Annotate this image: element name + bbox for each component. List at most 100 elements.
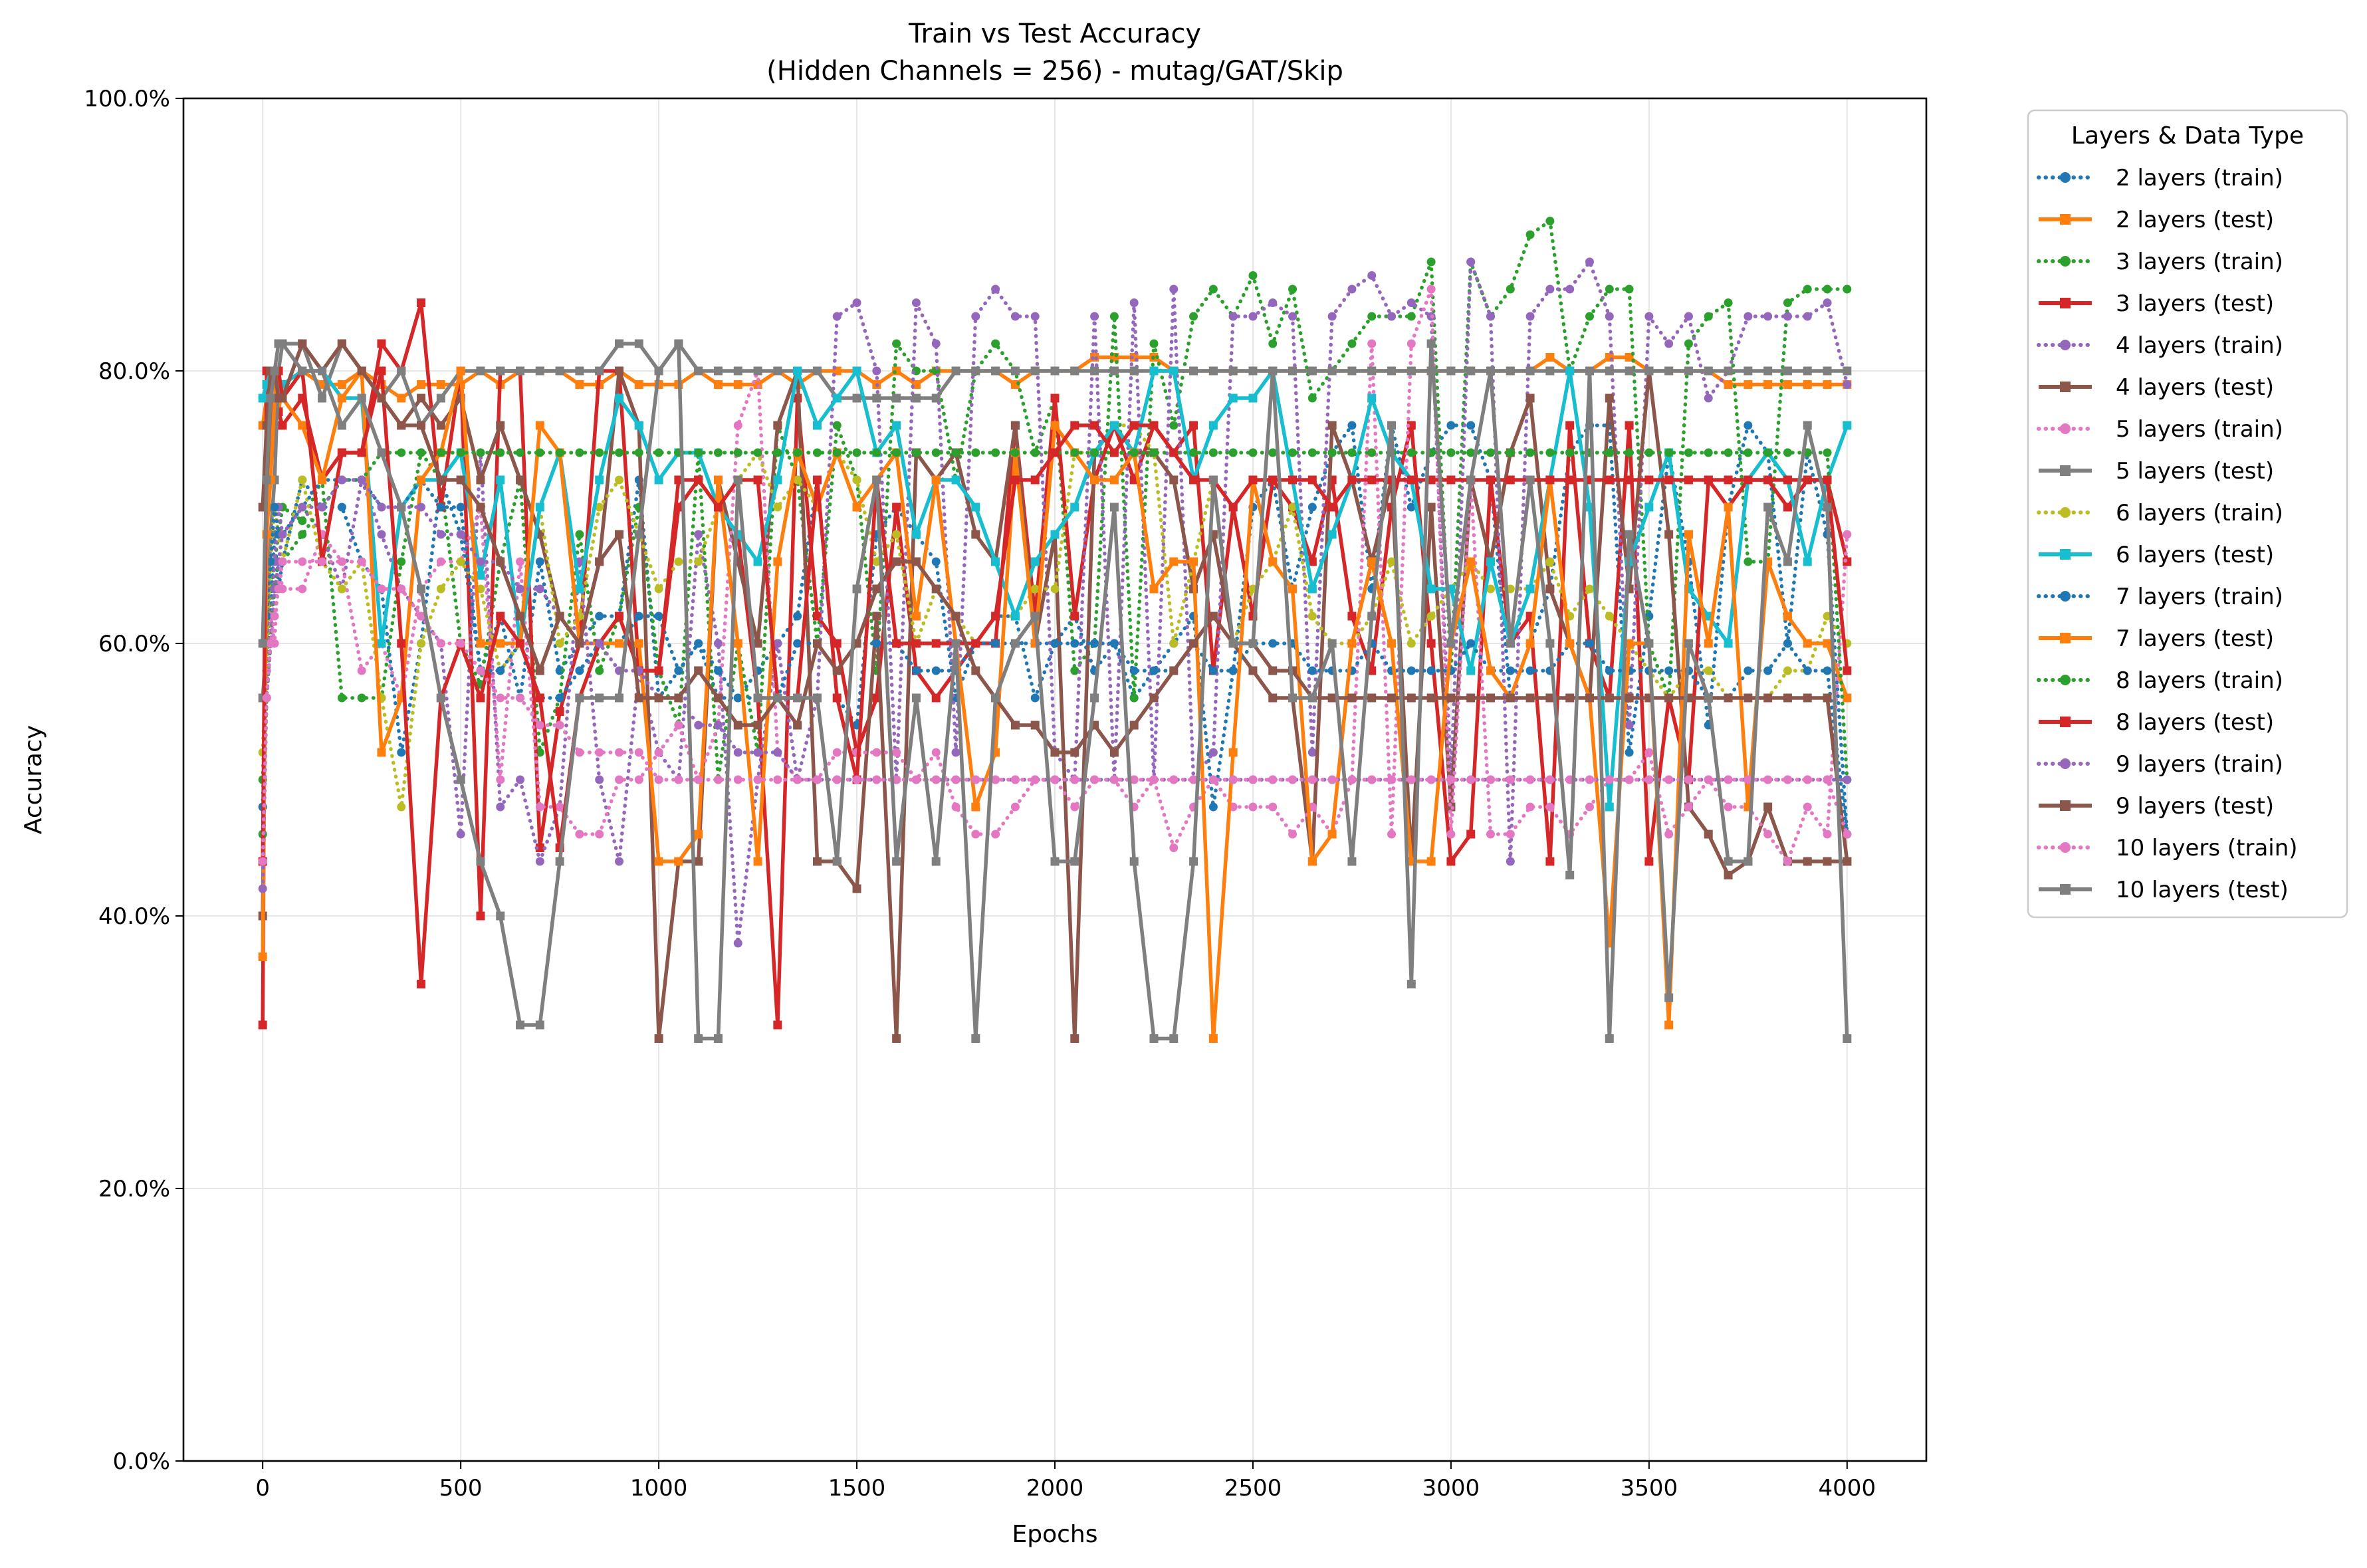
data-point bbox=[1189, 475, 1198, 485]
data-point bbox=[1843, 666, 1852, 675]
data-point bbox=[1446, 475, 1456, 485]
legend-label: 10 layers (test) bbox=[2116, 877, 2289, 903]
data-point bbox=[1664, 775, 1674, 784]
data-point bbox=[496, 802, 505, 812]
data-point bbox=[595, 612, 604, 621]
data-point bbox=[773, 775, 782, 784]
data-point bbox=[1050, 639, 1060, 648]
data-point bbox=[575, 693, 584, 703]
data-point bbox=[318, 393, 327, 403]
data-point bbox=[1466, 666, 1476, 675]
data-point bbox=[674, 666, 683, 675]
data-point bbox=[496, 612, 505, 621]
data-point bbox=[694, 475, 703, 485]
data-point bbox=[1545, 557, 1555, 566]
data-point bbox=[951, 612, 960, 621]
data-point bbox=[1466, 557, 1476, 566]
data-point bbox=[476, 857, 485, 866]
y-tick-label: 60.0% bbox=[98, 631, 170, 657]
data-point bbox=[1090, 366, 1099, 376]
legend-label: 4 layers (test) bbox=[2116, 374, 2274, 401]
data-point bbox=[634, 380, 643, 389]
data-point bbox=[812, 612, 822, 621]
data-point bbox=[1664, 693, 1674, 703]
data-point bbox=[1189, 775, 1198, 784]
data-point bbox=[1585, 802, 1594, 812]
data-point bbox=[694, 775, 703, 784]
data-point bbox=[1803, 312, 1812, 321]
data-point bbox=[1347, 857, 1357, 866]
data-point bbox=[278, 421, 287, 430]
data-point bbox=[298, 557, 307, 566]
data-point bbox=[1268, 802, 1278, 812]
data-point bbox=[1090, 475, 1099, 485]
data-point bbox=[1109, 475, 1119, 485]
data-point bbox=[812, 475, 822, 485]
data-point bbox=[713, 693, 723, 703]
data-point bbox=[456, 530, 465, 539]
data-point bbox=[1605, 693, 1614, 703]
data-point bbox=[991, 339, 1000, 348]
data-point bbox=[1545, 693, 1555, 703]
data-point bbox=[713, 775, 723, 784]
data-point bbox=[872, 612, 881, 621]
legend-items: 2 layers (train) 2 layers (test) 3 layers … bbox=[2037, 165, 2298, 903]
data-point bbox=[595, 448, 604, 457]
data-point bbox=[991, 775, 1000, 784]
data-point bbox=[1109, 312, 1119, 321]
data-point bbox=[1030, 448, 1040, 457]
data-point bbox=[1228, 312, 1238, 321]
data-point bbox=[1367, 393, 1377, 403]
data-point bbox=[793, 612, 802, 621]
data-point bbox=[377, 584, 386, 594]
data-point bbox=[1843, 1034, 1852, 1043]
data-point bbox=[911, 530, 921, 539]
data-point bbox=[911, 557, 921, 566]
data-point bbox=[516, 475, 525, 485]
data-point bbox=[832, 748, 842, 757]
data-point bbox=[1664, 1020, 1674, 1030]
data-point bbox=[1327, 366, 1337, 376]
data-point bbox=[1525, 393, 1535, 403]
data-point bbox=[436, 393, 445, 403]
data-point bbox=[1327, 530, 1337, 539]
data-point bbox=[262, 693, 271, 703]
data-point bbox=[337, 503, 346, 512]
data-point bbox=[1803, 557, 1812, 566]
data-point bbox=[1030, 721, 1040, 730]
data-point bbox=[832, 393, 842, 403]
y-tick-label: 100.0% bbox=[84, 86, 170, 112]
data-point bbox=[337, 380, 346, 389]
data-point bbox=[1010, 612, 1020, 621]
data-point bbox=[476, 571, 485, 580]
data-point bbox=[1625, 421, 1634, 430]
data-point bbox=[1803, 693, 1812, 703]
data-point bbox=[1486, 584, 1495, 594]
data-point bbox=[535, 503, 544, 512]
series-17 bbox=[258, 557, 1852, 866]
data-point bbox=[674, 693, 683, 703]
data-point bbox=[1367, 557, 1377, 566]
data-point bbox=[733, 721, 742, 730]
data-point bbox=[1664, 366, 1674, 376]
data-point bbox=[1387, 639, 1397, 648]
data-point bbox=[1208, 448, 1218, 457]
data-point bbox=[575, 748, 584, 757]
data-point bbox=[357, 366, 366, 376]
data-point bbox=[1704, 366, 1713, 376]
data-point bbox=[595, 666, 604, 675]
data-point bbox=[318, 366, 327, 376]
data-point bbox=[615, 639, 623, 648]
data-point bbox=[298, 530, 307, 539]
data-point bbox=[733, 748, 742, 757]
data-point bbox=[1149, 1034, 1159, 1043]
data-point bbox=[991, 693, 1000, 703]
legend-marker bbox=[2060, 507, 2071, 518]
data-point bbox=[1605, 448, 1614, 457]
data-point bbox=[1228, 748, 1238, 757]
data-point bbox=[1288, 448, 1297, 457]
data-point bbox=[1387, 366, 1397, 376]
data-point bbox=[1268, 775, 1278, 784]
data-point bbox=[1525, 230, 1535, 239]
data-point bbox=[337, 448, 346, 457]
